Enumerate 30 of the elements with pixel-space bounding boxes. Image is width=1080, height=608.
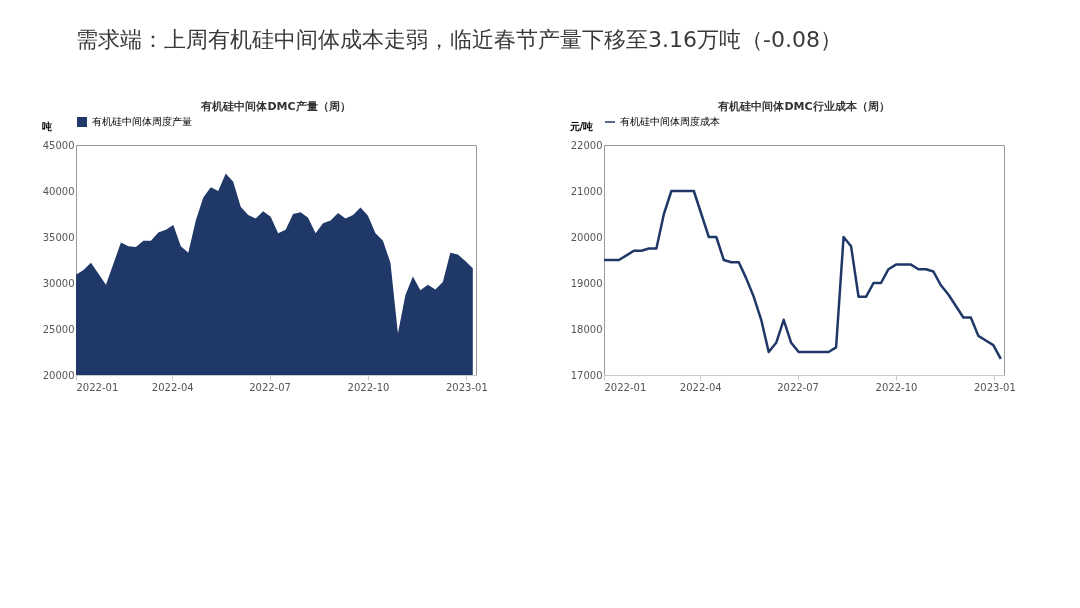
y-tick-label: 20000 [42, 369, 75, 381]
x-tick-label: 2022-07 [249, 381, 291, 393]
y-tick-label: 17000 [570, 369, 603, 381]
y-tick-label: 45000 [42, 139, 75, 151]
legend-label: 有机硅中间体周度成本 [620, 116, 720, 127]
x-tick-label: 2022-04 [679, 381, 722, 393]
chart-title: 有机硅中间体DMC产量（周） [200, 100, 351, 113]
x-tick-label: 2023-01 [973, 381, 1016, 393]
x-tick-label: 2022-04 [151, 381, 194, 393]
x-tick-label: 2022-10 [875, 381, 918, 393]
x-tick-label: 2022-07 [777, 381, 819, 393]
y-tick-label: 40000 [42, 185, 75, 197]
y-tick-label: 21000 [570, 185, 603, 197]
y-axis-title: 吨 [41, 120, 52, 132]
y-tick-label: 30000 [42, 277, 75, 289]
y-tick-label: 25000 [42, 323, 75, 335]
y-axis-title: 元/吨 [568, 120, 594, 132]
x-tick-label: 2022-01 [604, 381, 647, 393]
text: 需求端：上周有机硅中间体成本走弱，临近春节产量下移至3.16万吨（-0.08） [76, 27, 842, 52]
y-tick-label: 19000 [570, 277, 603, 289]
y-tick-label: 20000 [570, 231, 603, 243]
y-tick-label: 22000 [570, 139, 603, 151]
x-tick-label: 2022-01 [76, 381, 119, 393]
y-tick-label: 18000 [570, 323, 603, 335]
line-series [602, 189, 1003, 361]
x-tick-label: 2023-01 [445, 381, 488, 393]
chart-title: 有机硅中间体DMC行业成本（周） [717, 100, 890, 113]
x-tick-label: 2022-10 [347, 381, 390, 393]
legend-label: 有机硅中间体周度产量 [92, 116, 192, 127]
y-tick-label: 35000 [42, 231, 75, 243]
